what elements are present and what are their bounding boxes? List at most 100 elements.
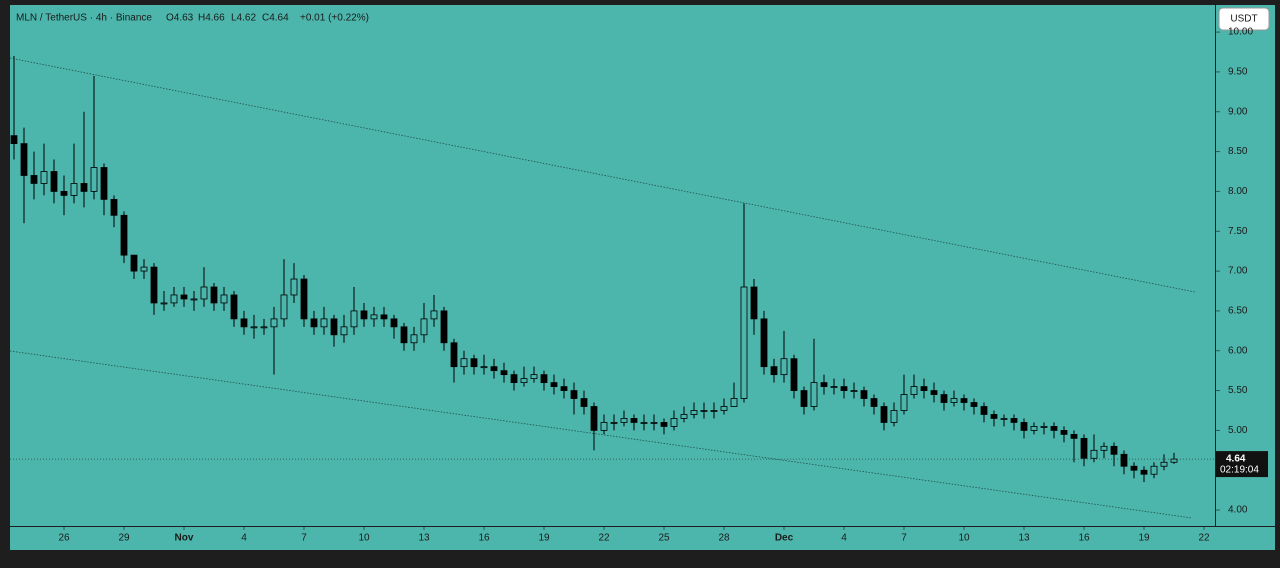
candle <box>500 362 508 383</box>
change: +0.01 (+0.22%) <box>300 13 369 24</box>
y-tick-label: 6.50 <box>1228 306 1248 317</box>
candle <box>470 354 478 375</box>
candle <box>210 283 218 311</box>
candle-body <box>100 167 108 200</box>
candle <box>330 314 338 347</box>
candle <box>40 143 48 196</box>
candle <box>920 378 928 399</box>
candle-body <box>1000 418 1008 420</box>
y-tick-label: 10.00 <box>1228 27 1253 38</box>
candle-body <box>970 402 978 407</box>
candle <box>1150 462 1158 479</box>
candle <box>1020 418 1028 439</box>
candle <box>140 259 148 280</box>
candle-body <box>820 382 828 387</box>
candle-body <box>390 318 398 328</box>
candle-body <box>780 358 788 376</box>
candle <box>670 410 678 431</box>
candle-body <box>120 214 128 256</box>
candle-body <box>840 386 848 391</box>
y-tick-label: 5.50 <box>1228 385 1248 396</box>
candle-body <box>320 318 328 328</box>
candle <box>960 394 968 411</box>
x-tick-label: 13 <box>1018 533 1030 544</box>
candle-body <box>730 398 738 407</box>
candle-body <box>910 386 918 395</box>
candle <box>990 410 998 427</box>
candle-body <box>590 406 598 431</box>
x-tick-label: 28 <box>718 533 730 544</box>
candle <box>950 390 958 407</box>
candle <box>800 386 808 415</box>
candle-body <box>890 410 898 423</box>
candle-body <box>180 294 188 300</box>
candle-body <box>480 366 488 369</box>
candle <box>540 370 548 391</box>
currency-label[interactable]: USDT <box>1230 14 1257 25</box>
candle-body <box>600 422 608 431</box>
candle-body <box>20 143 28 176</box>
candle <box>1120 450 1128 475</box>
x-tick-label: 7 <box>901 533 907 544</box>
candle-body <box>790 358 798 391</box>
candle <box>730 382 738 407</box>
y-tick-label: 8.00 <box>1228 186 1248 197</box>
candle <box>410 326 418 351</box>
candle-body <box>950 398 958 403</box>
candle-body <box>300 278 308 320</box>
candle-body <box>880 406 888 423</box>
candle-body <box>460 358 468 368</box>
x-tick-label: 25 <box>658 533 670 544</box>
candle-body <box>280 294 288 320</box>
candle-body <box>520 378 528 384</box>
candle-body <box>1120 453 1128 467</box>
candle <box>200 267 208 307</box>
candle <box>480 354 488 375</box>
candle-body <box>1100 445 1108 451</box>
candle-body <box>130 254 138 272</box>
x-tick-label: 4 <box>841 533 847 544</box>
currency-button[interactable] <box>1218 7 1270 31</box>
price-axis <box>1216 5 1275 526</box>
candle-body <box>40 171 48 184</box>
candle-body <box>1040 426 1048 428</box>
candle <box>50 159 58 204</box>
candle <box>1110 442 1118 467</box>
candle-body <box>310 318 318 328</box>
x-tick-label: 22 <box>1198 533 1210 544</box>
y-tick-label: 7.00 <box>1228 266 1248 277</box>
candle-body <box>370 314 378 320</box>
candle-body <box>490 366 498 372</box>
ohlc-open: O4.63 <box>166 13 194 24</box>
candle-body <box>400 326 408 344</box>
candle <box>120 211 128 264</box>
candle <box>1050 422 1058 439</box>
candle <box>310 310 318 335</box>
y-tick-label: 5.00 <box>1228 425 1248 436</box>
candle-body <box>190 298 198 301</box>
candle <box>190 290 198 311</box>
candle <box>110 195 118 228</box>
candle-body <box>210 286 218 304</box>
candle <box>790 354 798 399</box>
candle <box>570 382 578 415</box>
candle <box>740 203 748 403</box>
candle <box>230 290 238 327</box>
candle <box>100 163 108 216</box>
candle <box>900 374 908 415</box>
candle-body <box>760 318 768 368</box>
candle <box>70 143 78 204</box>
candle-body <box>10 135 18 145</box>
candle <box>1060 426 1068 443</box>
y-tick-label: 8.50 <box>1228 146 1248 157</box>
candle-body <box>980 406 988 415</box>
candle-body <box>170 294 178 304</box>
candle-body <box>1160 461 1168 467</box>
candle <box>10 55 18 160</box>
x-tick-label: 4 <box>241 533 247 544</box>
ohlc-close: C4.64 <box>262 13 289 24</box>
candle <box>1070 430 1078 463</box>
countdown: 02:19:04 <box>1220 465 1259 476</box>
candle <box>160 290 168 311</box>
